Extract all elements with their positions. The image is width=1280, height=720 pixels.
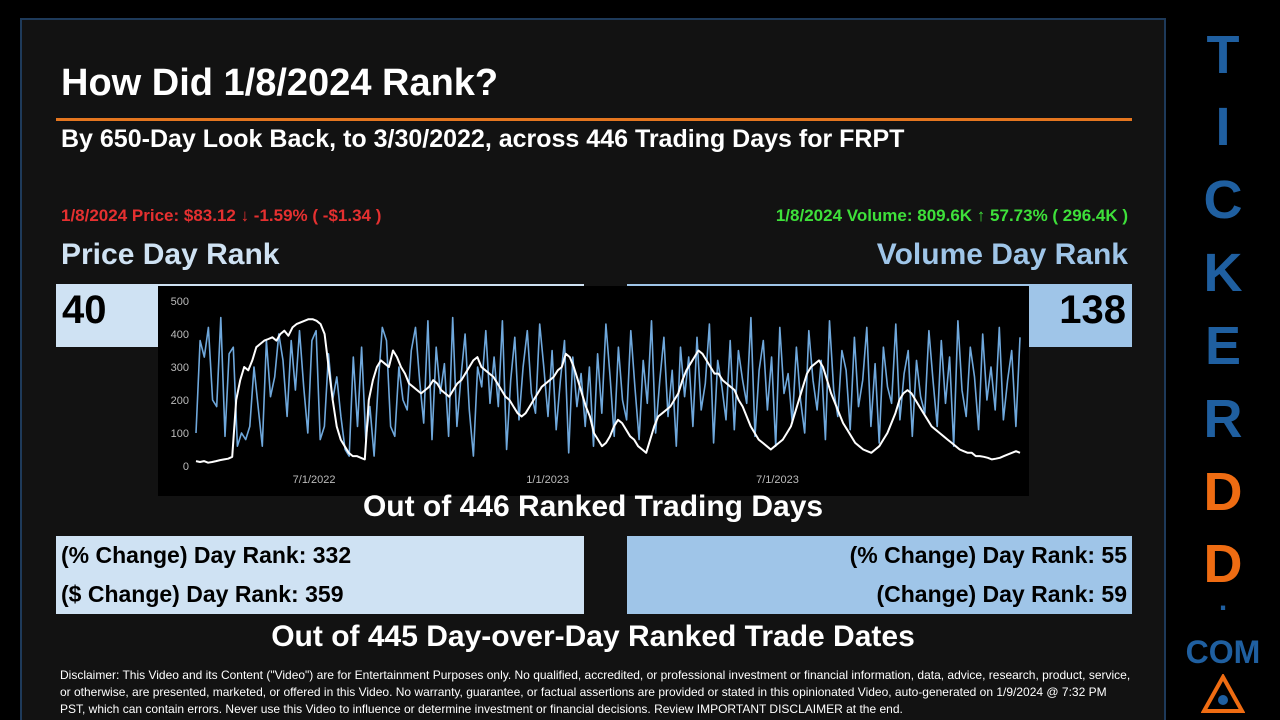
y-tick-label: 200	[171, 395, 189, 407]
volume-rank-series-line	[195, 316, 1021, 457]
disclaimer-text: Disclaimer: This Video and its Content (…	[60, 668, 1131, 716]
brand-letter: I	[1215, 97, 1231, 157]
y-tick-label: 0	[183, 461, 189, 473]
brand-letter: K	[1203, 243, 1243, 303]
price-rank-title: Price Day Rank	[61, 238, 280, 271]
brand-letter: T	[1206, 25, 1240, 85]
x-axis: 7/1/2022 1/1/2023 7/1/2023	[293, 474, 799, 486]
brand-suffix: COM	[1185, 634, 1261, 670]
brand-letter: E	[1204, 316, 1242, 376]
brand-letter: R	[1203, 389, 1243, 449]
title-divider	[56, 118, 1132, 121]
y-axis: 0 100 200 300 400 500	[171, 296, 189, 473]
x-tick-label: 7/1/2022	[293, 474, 336, 486]
price-dollar-change-rank: ($ Change) Day Rank: 359	[61, 581, 344, 607]
y-tick-label: 500	[171, 296, 189, 308]
page-title: How Did 1/8/2024 Rank?	[61, 62, 499, 104]
price-pct-change-rank: (% Change) Day Rank: 332	[61, 542, 352, 568]
chart-series	[195, 316, 1021, 464]
volume-pct-change-rank: (% Change) Day Rank: 55	[849, 542, 1127, 568]
price-change-ranks-box: (% Change) Day Rank: 332 ($ Change) Day …	[56, 536, 584, 614]
volume-rank-value: 138	[1059, 288, 1126, 332]
brand-letter: D	[1203, 534, 1243, 594]
dod-caption: Out of 445 Day-over-Day Ranked Trade Dat…	[271, 620, 915, 653]
x-tick-label: 7/1/2023	[756, 474, 799, 486]
volume-change-ranks-box: (% Change) Day Rank: 55 (Change) Day Ran…	[627, 536, 1132, 614]
ranked-days-caption: Out of 446 Ranked Trading Days	[362, 490, 824, 523]
y-tick-label: 300	[171, 362, 189, 374]
brand-letter: D	[1203, 462, 1243, 522]
volume-summary: 1/8/2024 Volume: 809.6K ↑ 57.73% ( 296.4…	[775, 206, 1128, 225]
volume-rank-title: Volume Day Rank	[876, 238, 1128, 271]
page-subtitle: By 650-Day Look Back, to 3/30/2022, acro…	[61, 125, 905, 153]
y-tick-label: 400	[171, 329, 189, 341]
volume-change-rank: (Change) Day Rank: 59	[876, 581, 1127, 607]
y-tick-label: 100	[171, 428, 189, 440]
brand-dot: .	[1218, 584, 1228, 617]
brand-letter: C	[1203, 170, 1243, 230]
warning-triangle-icon	[1201, 674, 1245, 713]
x-tick-label: 1/1/2023	[526, 474, 569, 486]
price-rank-value: 40	[62, 288, 107, 332]
price-summary: 1/8/2024 Price: $83.12 ↓ -1.59% ( -$1.34…	[61, 206, 382, 225]
price-rank-series-line	[195, 318, 1021, 464]
